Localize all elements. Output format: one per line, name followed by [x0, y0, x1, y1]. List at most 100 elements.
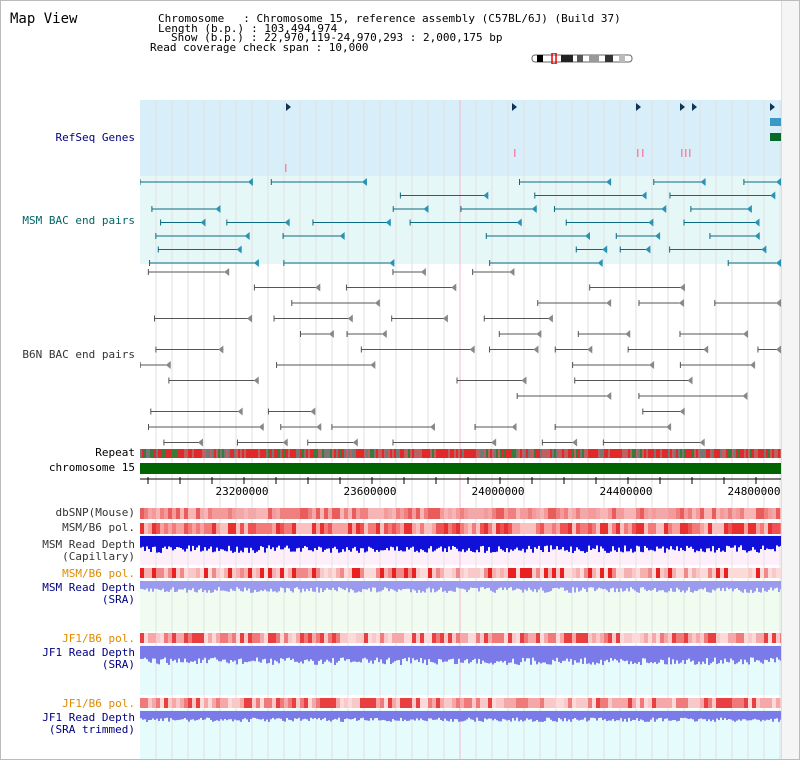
- dbsnp-track[interactable]: [140, 508, 784, 519]
- depth-bar: [286, 536, 288, 546]
- repeat-segment: [654, 449, 656, 458]
- heat-cell: [168, 508, 172, 519]
- depth-bar: [562, 646, 564, 661]
- repeat-segment: [598, 449, 600, 458]
- heat-cell: [424, 508, 428, 519]
- heat-cell: [752, 698, 756, 708]
- repeat-segment: [282, 449, 284, 458]
- depth-bar: [404, 536, 406, 552]
- depth-bar: [200, 536, 202, 552]
- depth-bar: [436, 581, 438, 592]
- depth-bar: [204, 646, 206, 658]
- depth-bar: [494, 536, 496, 553]
- repeat-segment: [346, 449, 348, 458]
- chromosome-ideogram[interactable]: [531, 53, 633, 64]
- bac-end-marker: [587, 345, 593, 354]
- depth-bar: [652, 711, 654, 718]
- vertical-scrollbar[interactable]: [781, 1, 799, 759]
- ideogram-current-region[interactable]: [551, 53, 557, 64]
- track-label-msm-b6-pol[interactable]: MSM/B6 pol.: [62, 521, 135, 534]
- heat-cell: [392, 523, 396, 534]
- depth-bar: [308, 711, 310, 721]
- depth-bar: [470, 646, 472, 663]
- heat-cell: [232, 698, 236, 708]
- msm-depth-sra-track[interactable]: [140, 581, 782, 593]
- repeat-segment: [162, 449, 164, 458]
- heat-cell: [612, 633, 616, 643]
- depth-bar: [362, 711, 364, 718]
- depth-bar: [612, 581, 614, 588]
- jf1-depth-sra-track[interactable]: [140, 646, 782, 665]
- repeat-segment: [210, 449, 212, 458]
- heat-cell: [756, 508, 760, 519]
- track-label-msm-b6-pol-2[interactable]: MSM/B6 pol.: [62, 567, 135, 580]
- depth-bar: [346, 581, 348, 588]
- depth-bar: [316, 536, 318, 550]
- msm-depth-capillary-track[interactable]: [140, 536, 782, 553]
- track-label-msm-depth-sra[interactable]: MSM Read Depth (SRA): [1, 582, 135, 606]
- track-label-jf1-b6-pol[interactable]: JF1/B6 pol.: [62, 632, 135, 645]
- jf1-depth-trimmed-track[interactable]: [140, 711, 782, 722]
- chromosome-bar[interactable]: [140, 463, 781, 474]
- track-label-dbsnp[interactable]: dbSNP(Mouse): [55, 506, 135, 519]
- track-label-b6n-bac[interactable]: B6N BAC end pairs: [22, 348, 135, 361]
- depth-bar: [500, 536, 502, 550]
- track-label-refseq[interactable]: RefSeq Genes: [55, 131, 135, 144]
- heat-cell: [764, 508, 768, 519]
- msm-b6-pol-track-2[interactable]: [140, 568, 784, 578]
- jf1-b6-pol-track[interactable]: [140, 633, 784, 643]
- depth-bar: [454, 536, 456, 547]
- heat-cell: [668, 568, 672, 578]
- track-label-msm-depth-capillary[interactable]: MSM Read Depth (Capillary): [1, 539, 135, 563]
- track-label-chromosome[interactable]: chromosome 15: [48, 461, 135, 474]
- depth-bar: [492, 711, 494, 721]
- track-label-repeat[interactable]: Repeat: [95, 446, 135, 459]
- depth-bar: [326, 646, 328, 660]
- repeat-segment: [164, 449, 166, 458]
- heat-cell: [772, 508, 776, 519]
- heat-cell: [564, 508, 568, 519]
- depth-bar: [386, 646, 388, 660]
- bac-end-marker: [429, 423, 435, 431]
- depth-bar: [212, 536, 214, 553]
- heat-cell: [568, 698, 572, 708]
- refseq-genes-track[interactable]: [285, 103, 781, 172]
- depth-bar: [382, 646, 384, 664]
- track-label-jf1-depth-trimmed[interactable]: JF1 Read Depth (SRA trimmed): [1, 712, 135, 736]
- depth-bar: [660, 536, 662, 549]
- heat-cell: [696, 508, 700, 519]
- track-label-jf1-b6-pol-2[interactable]: JF1/B6 pol.: [62, 697, 135, 710]
- depth-bar: [402, 646, 404, 659]
- depth-bar: [446, 536, 448, 553]
- depth-bar: [216, 711, 218, 721]
- depth-bar: [694, 536, 696, 553]
- heat-cell: [676, 633, 680, 643]
- b6n-bac-track[interactable]: [139, 268, 781, 447]
- heat-cell: [344, 508, 348, 519]
- heat-cell: [272, 633, 276, 643]
- depth-bar: [482, 536, 484, 546]
- depth-bar: [152, 711, 154, 719]
- depth-bar: [430, 536, 432, 547]
- heat-cell: [628, 523, 632, 534]
- track-label-msm-bac[interactable]: MSM BAC end pairs: [22, 214, 135, 227]
- depth-bar: [304, 711, 306, 719]
- heat-cell: [232, 508, 236, 519]
- depth-bar: [372, 711, 374, 721]
- msm-bac-track[interactable]: [139, 178, 781, 267]
- msm-b6-pol-track[interactable]: [140, 523, 784, 534]
- label-line: (Capillary): [62, 550, 135, 563]
- heat-cell: [348, 698, 352, 708]
- depth-bar: [410, 646, 412, 664]
- heat-cell: [636, 508, 640, 519]
- depth-bar: [632, 536, 634, 553]
- depth-bar: [516, 646, 518, 665]
- depth-bar: [592, 581, 594, 588]
- repeat-segment: [554, 449, 556, 458]
- depth-bar: [668, 581, 670, 592]
- repeat-track[interactable]: [140, 449, 782, 458]
- heat-cell: [160, 568, 164, 578]
- depth-bar: [666, 581, 668, 593]
- track-label-jf1-depth-sra[interactable]: JF1 Read Depth (SRA): [1, 647, 135, 671]
- jf1-b6-pol-track-2[interactable]: [140, 698, 784, 708]
